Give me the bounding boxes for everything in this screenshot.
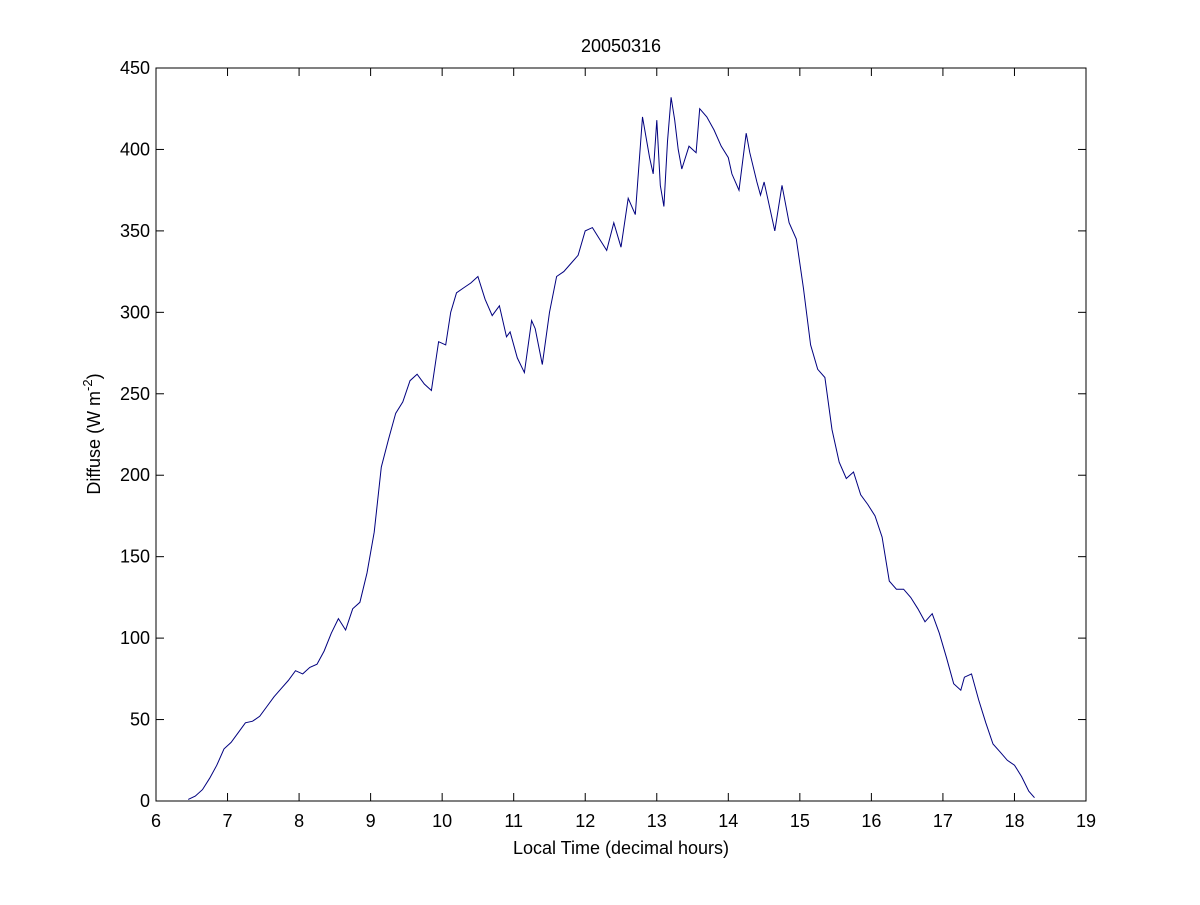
x-tick-label: 13 bbox=[647, 811, 667, 831]
plot-area bbox=[156, 68, 1086, 801]
x-tick-label: 14 bbox=[718, 811, 738, 831]
x-tick-label: 6 bbox=[151, 811, 161, 831]
y-tick-label: 100 bbox=[120, 628, 150, 648]
x-tick-label: 7 bbox=[223, 811, 233, 831]
y-axis-label-suffix: ) bbox=[84, 373, 104, 379]
x-tick-label: 18 bbox=[1004, 811, 1024, 831]
plot-frame bbox=[155, 67, 1087, 802]
y-tick-label: 250 bbox=[120, 384, 150, 404]
tick-labels-layer: 6 7 8 9 10 11 12 13 14 15 16 17 18 19 0 50 100 150 200 250 3… bbox=[120, 58, 1096, 831]
y-tick-label: 50 bbox=[130, 710, 150, 730]
diffuse-series-line bbox=[187, 97, 1035, 800]
y-tick-label: 150 bbox=[120, 547, 150, 567]
x-tick-label: 9 bbox=[366, 811, 376, 831]
y-tick-label: 0 bbox=[140, 791, 150, 811]
x-tick-label: 11 bbox=[504, 811, 523, 831]
x-tick-label: 16 bbox=[861, 811, 881, 831]
y-tick-label: 450 bbox=[120, 58, 150, 78]
x-tick-label: 17 bbox=[933, 811, 953, 831]
y-axis-label-main: Diffuse (W m bbox=[84, 391, 104, 495]
y-tick-label: 350 bbox=[120, 221, 150, 241]
x-tick-label: 8 bbox=[294, 811, 304, 831]
x-tick-label: 15 bbox=[790, 811, 810, 831]
x-axis-label: Local Time (decimal hours) bbox=[513, 838, 729, 858]
x-tick-label: 10 bbox=[432, 811, 452, 831]
y-tick-label: 300 bbox=[120, 302, 150, 322]
x-tick-label: 12 bbox=[575, 811, 595, 831]
y-axis-label: Diffuse (W m-2) bbox=[80, 373, 104, 494]
y-tick-label: 400 bbox=[120, 139, 150, 159]
y-axis-label-superscript: -2 bbox=[80, 379, 95, 391]
x-tick-label: 19 bbox=[1076, 811, 1096, 831]
chart-title: 20050316 bbox=[581, 36, 661, 56]
y-tick-label: 200 bbox=[120, 465, 150, 485]
